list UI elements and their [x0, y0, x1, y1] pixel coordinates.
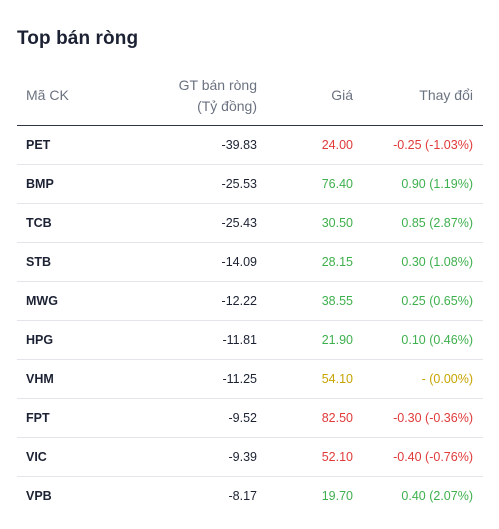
net-sell-value: -9.39: [127, 437, 267, 477]
price-value: 19.70: [321, 489, 353, 503]
column-header-price: Giá: [267, 66, 363, 126]
price-value: 28.15: [267, 242, 363, 282]
net-sell-value: -25.53: [127, 164, 267, 204]
stock-symbol[interactable]: VPB: [26, 489, 52, 503]
change-value: 0.25 (0.65%): [363, 281, 483, 321]
stock-symbol[interactable]: STB: [17, 242, 127, 282]
table-row[interactable]: STB -14.09 28.15 0.30 (1.08%): [17, 242, 483, 282]
price-value: 54.10: [267, 359, 363, 399]
net-sell-value: -8.17: [228, 489, 258, 503]
table-row[interactable]: PET -39.83 24.00 -0.25 (-1.03%): [17, 125, 483, 165]
net-sell-value: -39.83: [127, 125, 267, 165]
net-sell-table: Mã CK GT bán ròng (Tỷ đồng) Giá Thay đổi…: [17, 66, 483, 515]
net-sell-value: -9.52: [127, 398, 267, 438]
net-sell-value: -25.43: [127, 203, 267, 243]
price-value: 76.40: [267, 164, 363, 204]
stock-symbol[interactable]: VHM: [17, 359, 127, 399]
stock-symbol[interactable]: MWG: [17, 281, 127, 321]
net-sell-value: -11.81: [127, 320, 267, 360]
table-body: PET -39.83 24.00 -0.25 (-1.03%) BMP -25.…: [17, 125, 483, 516]
price-value: 38.55: [267, 281, 363, 321]
column-header-net-sell-value-unit: (Tỷ đồng): [197, 97, 257, 114]
price-value: 30.50: [267, 203, 363, 243]
table-row[interactable]: HPG -11.81 21.90 0.10 (0.46%): [17, 320, 483, 360]
stock-symbol[interactable]: HPG: [17, 320, 127, 360]
price-value: 82.50: [267, 398, 363, 438]
table-row[interactable]: BMP -25.53 76.40 0.90 (1.19%): [17, 164, 483, 204]
column-header-net-sell-value-line1: GT bán ròng: [178, 76, 257, 93]
table-row[interactable]: VIC -9.39 52.10 -0.40 (-0.76%): [17, 437, 483, 477]
price-value: 24.00: [267, 125, 363, 165]
header-row: Mã CK GT bán ròng (Tỷ đồng) Giá Thay đổi: [17, 66, 483, 126]
stock-symbol[interactable]: TCB: [17, 203, 127, 243]
change-value: 0.10 (0.46%): [363, 320, 483, 360]
change-value: - (0.00%): [363, 359, 483, 399]
change-value: -0.25 (-1.03%): [363, 125, 483, 165]
change-value: -0.40 (-0.76%): [363, 437, 483, 477]
table-row[interactable]: MWG -12.22 38.55 0.25 (0.65%): [17, 281, 483, 321]
change-value: -0.30 (-0.36%): [363, 398, 483, 438]
stock-symbol[interactable]: PET: [17, 125, 127, 165]
stock-symbol[interactable]: VIC: [17, 437, 127, 477]
price-value: 21.90: [267, 320, 363, 360]
column-header-symbol: Mã CK: [17, 66, 127, 126]
widget-title: Top bán ròng: [17, 28, 139, 49]
change-value: 0.90 (1.19%): [363, 164, 483, 204]
price-value: 52.10: [267, 437, 363, 477]
column-header-change: Thay đổi: [363, 66, 483, 126]
table-row[interactable]: VHM -11.25 54.10 - (0.00%): [17, 359, 483, 399]
net-sell-value: -12.22: [127, 281, 267, 321]
change-value: 0.30 (1.08%): [363, 242, 483, 282]
table-row[interactable]: TCB -25.43 30.50 0.85 (2.87%): [17, 203, 483, 243]
column-header-net-sell-value: GT bán ròng (Tỷ đồng): [127, 66, 267, 126]
change-value: 0.85 (2.87%): [363, 203, 483, 243]
table-header: Mã CK GT bán ròng (Tỷ đồng) Giá Thay đổi: [17, 66, 483, 126]
net-sell-value: -14.09: [127, 242, 267, 282]
stock-symbol[interactable]: FPT: [17, 398, 127, 438]
change-value: 0.40 (2.07%): [401, 489, 473, 503]
table-row[interactable]: FPT -9.52 82.50 -0.30 (-0.36%): [17, 398, 483, 438]
stock-symbol[interactable]: BMP: [17, 164, 127, 204]
net-sell-value: -11.25: [127, 359, 267, 399]
table-row[interactable]: VPB -8.17 19.70 0.40 (2.07%): [17, 477, 483, 516]
